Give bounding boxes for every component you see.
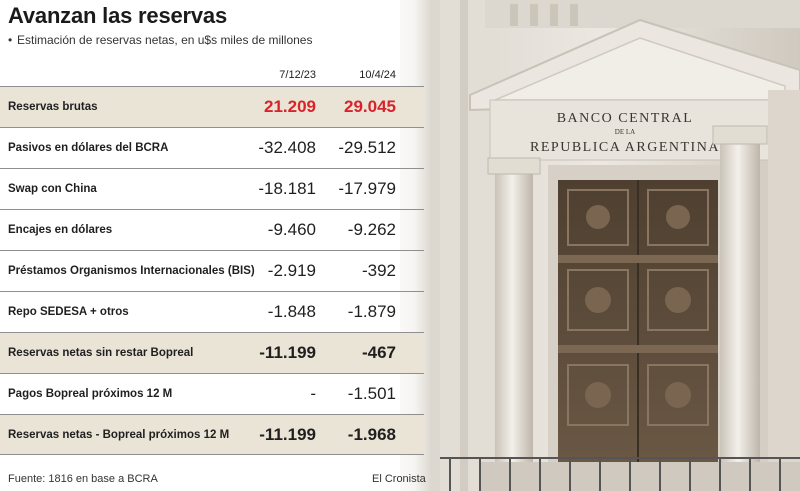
- row-value-col2: -29.512: [338, 138, 396, 157]
- table-row: Swap con China -18.181 -17.979: [0, 168, 424, 209]
- row-value-col2: -392: [361, 261, 396, 280]
- row-label: Préstamos Organismos Internacionales (BI…: [8, 265, 255, 277]
- bcra-building-illustration: BANCO CENTRAL DE LA REPUBLICA ARGENTINA: [400, 0, 800, 491]
- sign-line-3: REPUBLICA ARGENTINA: [530, 140, 720, 155]
- row-value-col2: -1.501: [347, 384, 396, 403]
- row-value-col2: -17.979: [338, 179, 396, 198]
- table-row: Encajes en dólares -9.460 -9.262: [0, 209, 424, 250]
- sign-line-1: BANCO CENTRAL: [557, 111, 694, 126]
- row-value-col1: -32.408: [258, 138, 316, 157]
- row-value-col2: 29.045: [344, 97, 396, 116]
- row-value-col1: -: [310, 384, 316, 403]
- row-value-col1: -11.199: [259, 424, 316, 444]
- row-label: Reservas netas sin restar Bopreal: [8, 347, 194, 359]
- row-value-col2: -467: [361, 343, 396, 362]
- table-row: Pasivos en dólares del BCRA -32.408 -29.51…: [0, 127, 424, 168]
- row-label: Reservas brutas: [8, 101, 98, 113]
- row-value-col1: 21.209: [264, 97, 316, 116]
- reserves-table: Reservas brutas 21.209 29.045 Pasivos en dó…: [0, 86, 424, 455]
- row-value-col1: -1.848: [267, 302, 316, 321]
- row-value-col2: -1.968: [347, 424, 396, 444]
- row-label: Encajes en dólares: [8, 224, 113, 236]
- table-row: Reservas netas sin restar Bopreal -11.199…: [0, 332, 424, 373]
- building-photo: BANCO CENTRAL DE LA REPUBLICA ARGENTINA: [400, 0, 800, 491]
- chart-title: Avanzan las reservas: [8, 3, 227, 28]
- row-label: Repo SEDESA + otros: [8, 306, 129, 318]
- row-value-col1: -2.919: [267, 261, 316, 280]
- row-label: Swap con China: [8, 183, 97, 195]
- chart-subtitle: • Estimación de reservas netas, en u$s mi…: [8, 33, 312, 47]
- row-value-col1: -11.199: [259, 343, 316, 362]
- sign-line-2: DE LA: [615, 128, 635, 136]
- column-header-1: 7/12/23: [279, 69, 316, 81]
- row-value-col1: -9.460: [267, 220, 316, 239]
- infographic-panel: Avanzan las reservas • Estimación de rese…: [0, 0, 432, 491]
- table-row: Repo SEDESA + otros -1.848 -1.879: [0, 291, 424, 332]
- row-value-col1: -18.181: [258, 179, 316, 198]
- table-row: Préstamos Organismos Internacionales (BI…: [0, 250, 424, 291]
- table-row: Reservas netas - Bopreal próximos 12 M -1…: [0, 414, 424, 455]
- row-label: Pasivos en dólares del BCRA: [8, 142, 169, 154]
- table-row: Pagos Bopreal próximos 12 M - -1.501: [0, 373, 424, 414]
- column-header-2: 10/4/24: [359, 69, 396, 81]
- table-row: Reservas brutas 21.209 29.045: [0, 86, 424, 127]
- bullet-icon: •: [8, 33, 13, 47]
- row-label: Pagos Bopreal próximos 12 M: [8, 388, 173, 400]
- row-value-col2: -1.879: [347, 302, 396, 321]
- row-label: Reservas netas - Bopreal próximos 12 M: [8, 428, 230, 441]
- subtitle-text: Estimación de reservas netas, en u$s mil…: [17, 33, 313, 47]
- source-note: Fuente: 1816 en base a BCRA: [8, 473, 158, 485]
- row-value-col2: -9.262: [347, 220, 396, 239]
- publisher-credit: El Cronista: [372, 473, 426, 485]
